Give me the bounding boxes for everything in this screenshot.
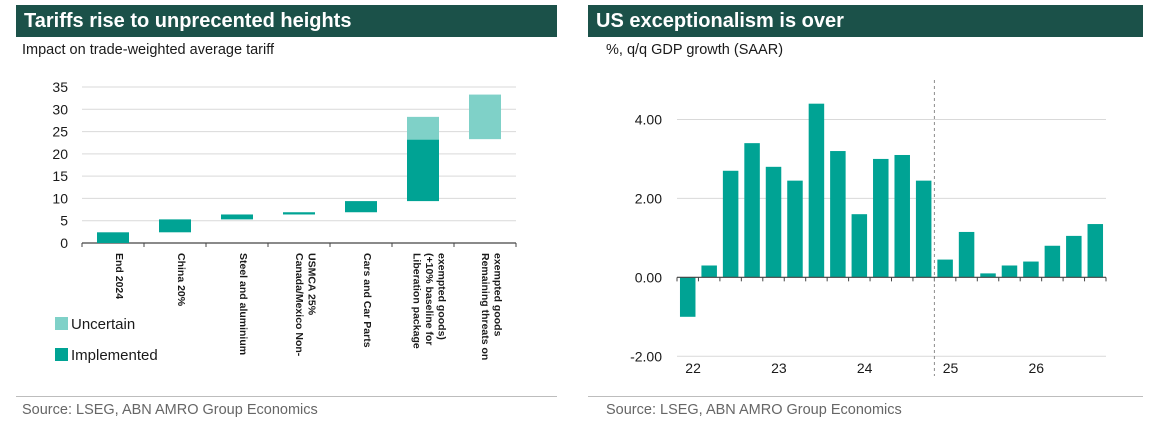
gdp-bar [830,151,846,278]
x-category-label: End 2024 [113,253,125,299]
x-category-label-line: (+10% baseline for [423,253,435,346]
x-category-label: Liberation package (+10% baseline for exem… [411,253,448,349]
x-category-label: Remaining threats on exempted goods [479,253,504,360]
legend-label-implemented: Implemented [71,347,158,364]
right-chart-title: US exceptionalism is over [588,5,1143,37]
x-category-label: Canada/Mexico Non- USMCA 25% [293,253,318,357]
y-tick-label: -2.00 [630,348,662,364]
x-category-label-line: Steel and aluminium [237,253,249,355]
gdp-bar [808,103,825,278]
x-category-label-line: exempted goods [491,253,503,337]
bar-implemented [221,214,253,220]
gdp-bar [915,180,932,278]
y-tick-label: 5 [60,213,68,229]
y-tick-label: 15 [52,168,68,184]
right-source-divider [588,396,1143,397]
bar-implemented [97,232,129,243]
y-tick-label: 25 [52,124,68,140]
right-chart-panel: US exceptionalism is over %, q/q GDP gro… [588,0,1151,422]
right-chart-source: Source: LSEG, ABN AMRO Group Economics [606,402,902,418]
y-tick-label: 0 [60,235,68,251]
gdp-bar [980,273,996,278]
left-chart-source: Source: LSEG, ABN AMRO Group Economics [22,402,318,418]
legend-swatch-uncertain [55,317,68,330]
bar-implemented [159,219,191,233]
y-tick-label: 4.00 [635,111,662,127]
left-source-divider [16,396,557,397]
y-tick-label: 30 [52,101,68,117]
x-year-label: 26 [1028,360,1044,376]
x-category-label: China 20% [175,253,187,307]
x-category-label: Steel and aluminium [237,253,249,355]
x-category-label-line: Canada/Mexico Non- [293,253,305,357]
x-category-label-line: exempted goods) [436,253,448,340]
y-tick-label: 2.00 [635,190,662,206]
y-tick-label: 0.00 [635,269,662,285]
legend-label-uncertain: Uncertain [71,316,135,333]
right-chart-subtitle: %, q/q GDP growth (SAAR) [606,42,784,58]
y-tick-label: 10 [52,190,68,206]
x-year-label: 25 [943,360,959,376]
gdp-bar [851,214,868,278]
gdp-bar [722,170,739,278]
gdp-bar [1023,261,1039,278]
gdp-bar [679,277,696,317]
left-chart-subtitle: Impact on trade-weighted average tariff [22,42,275,58]
y-tick-label: 20 [52,146,68,162]
gdp-bar [1087,224,1104,278]
x-category-label: Cars and Car Parts [361,253,373,348]
bar-implemented [345,201,377,213]
gdp-bar [958,231,975,278]
gdp-bar [701,265,717,278]
gdp-bar [765,166,782,278]
legend-swatch-implemented [55,348,68,361]
x-category-label-line: China 20% [175,253,187,307]
gdp-bar [1044,245,1061,278]
x-category-label-line: USMCA 25% [305,253,317,316]
x-year-label: 24 [857,360,873,376]
gdp-bar [1066,235,1082,278]
x-category-label-line: End 2024 [113,253,125,299]
gdp-bar [1001,265,1018,278]
gdp-bar [937,259,953,278]
x-category-label-line: Remaining threats on [479,253,491,360]
gdp-bar [787,180,803,278]
right-chart-svg: -2.00 0.00 2.00 4.00 22 23 24 25 26 [630,80,1107,376]
gdp-bar [894,154,910,278]
y-tick-label: 35 [52,79,68,95]
bar-uncertain [407,116,439,140]
bar-uncertain [469,94,501,140]
left-chart-svg: 0 5 10 15 20 25 30 35 End 2024 China 20% Steel and… [52,79,517,364]
left-chart-title: Tariffs rise to unprecented heights [16,5,557,37]
gdp-bar [873,158,889,278]
gdp-bar [744,143,760,278]
x-category-label-line: Cars and Car Parts [361,253,373,348]
x-year-label: 22 [685,360,701,376]
bar-implemented [407,139,439,202]
left-chart-panel: Tariffs rise to unprecented heights Impa… [0,0,557,422]
bar-implemented [283,212,315,215]
x-year-label: 23 [771,360,787,376]
x-category-label-line: Liberation package [411,253,423,349]
